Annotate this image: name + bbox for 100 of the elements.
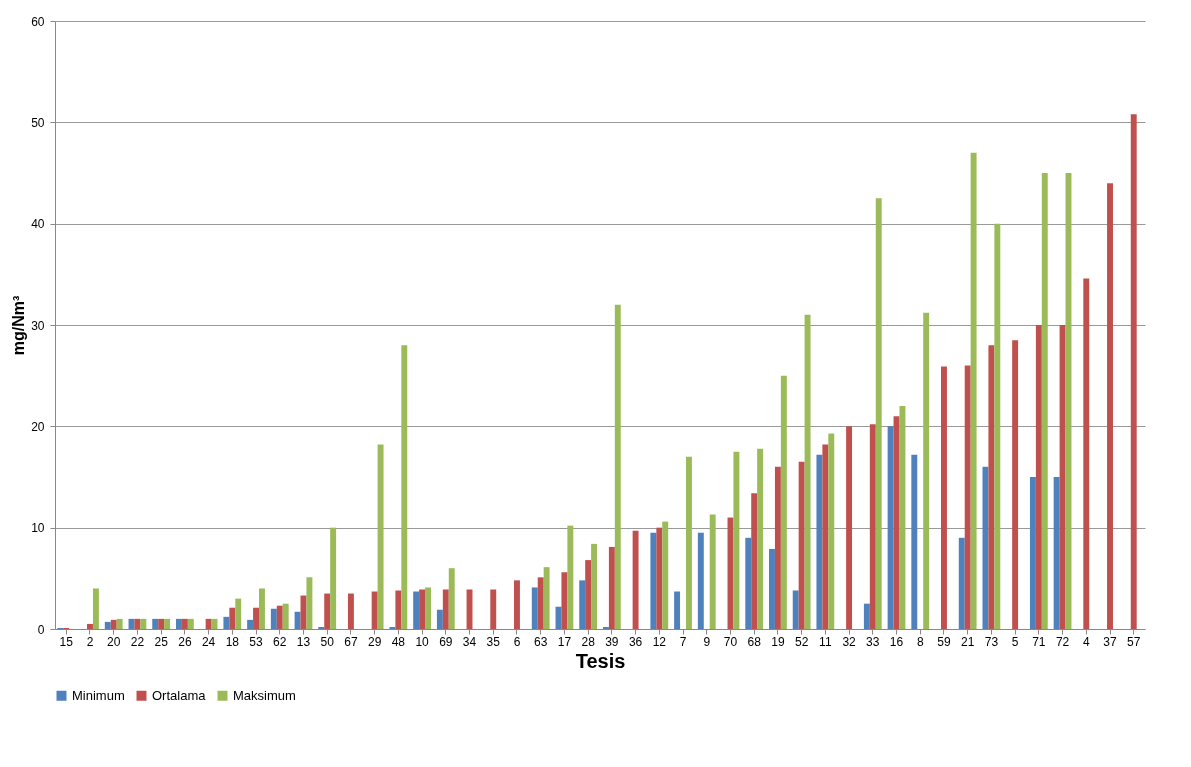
bar — [662, 521, 669, 629]
legend-label: Minimum — [72, 687, 125, 703]
x-tick-label: 33 — [866, 634, 880, 649]
x-tick-label: 53 — [249, 634, 264, 649]
bar — [152, 618, 159, 629]
bar — [253, 607, 259, 629]
x-tick-label: 68 — [747, 634, 762, 649]
bar — [259, 588, 265, 629]
bar — [181, 618, 188, 629]
bar — [229, 607, 236, 629]
bar — [792, 590, 799, 629]
x-tick-label: 19 — [771, 634, 785, 649]
bar — [282, 603, 289, 629]
bar — [828, 433, 835, 629]
bar — [846, 426, 853, 629]
bar — [887, 426, 894, 629]
bar — [816, 454, 823, 629]
x-tick-label: 62 — [273, 634, 287, 649]
x-tick-label: 20 — [107, 634, 121, 649]
bar — [602, 626, 609, 629]
bar — [205, 618, 212, 629]
bar — [561, 572, 568, 629]
bar — [247, 619, 254, 629]
bar — [389, 626, 396, 629]
x-tick-label: 67 — [344, 634, 358, 649]
bar — [585, 560, 592, 629]
bar — [923, 312, 930, 629]
bar — [685, 456, 692, 629]
x-tick-label: 12 — [652, 634, 667, 649]
bar — [875, 198, 882, 629]
bar — [567, 525, 574, 629]
x-tick-label: 50 — [320, 634, 335, 649]
y-tick-label: 0 — [37, 622, 45, 637]
bar — [235, 598, 242, 629]
bar — [709, 514, 716, 629]
x-tick-label: 17 — [557, 634, 572, 649]
bar — [371, 591, 378, 629]
bar — [436, 609, 443, 629]
bar — [448, 568, 455, 629]
bar — [780, 375, 787, 629]
bar — [869, 424, 876, 629]
x-tick-label: 70 — [723, 634, 738, 649]
x-tick-label: 18 — [225, 634, 240, 649]
bar — [804, 314, 811, 629]
x-tick-label: 48 — [391, 634, 406, 649]
x-tick-label: 52 — [794, 634, 809, 649]
bar — [294, 611, 301, 629]
bar — [377, 444, 384, 629]
bar — [395, 590, 402, 629]
bar — [1029, 477, 1036, 629]
bar — [994, 223, 1001, 629]
bar — [822, 444, 829, 629]
bar — [134, 618, 141, 629]
x-tick-label: 21 — [961, 634, 975, 649]
bar — [401, 345, 408, 629]
bar — [223, 616, 230, 629]
bar — [140, 618, 147, 629]
x-tick-label: 4 — [1082, 634, 1090, 649]
x-tick-label: 5 — [1011, 634, 1019, 649]
bar — [757, 448, 764, 629]
x-tick-label: 36 — [628, 634, 643, 649]
bar — [276, 605, 283, 629]
x-axis-title: Tesis — [575, 649, 626, 672]
y-tick-label: 20 — [31, 419, 45, 434]
bar — [110, 619, 117, 629]
x-tick-label: 13 — [296, 634, 311, 649]
bar — [490, 589, 497, 629]
bar — [632, 530, 639, 629]
bar — [988, 345, 995, 629]
x-tick-label: 72 — [1055, 634, 1070, 649]
bar — [306, 577, 313, 629]
x-tick-label: 34 — [462, 634, 477, 649]
x-tick-label: 25 — [154, 634, 169, 649]
bar — [964, 365, 971, 629]
x-tick-label: 69 — [439, 634, 453, 649]
bar — [270, 608, 277, 629]
x-tick-label: 7 — [679, 634, 687, 649]
y-tick-label: 40 — [31, 217, 45, 232]
bar — [419, 589, 426, 629]
bar — [656, 527, 663, 629]
x-tick-label: 2 — [86, 634, 94, 649]
y-tick-label: 10 — [31, 521, 45, 536]
bar — [650, 532, 657, 629]
x-tick-label: 16 — [889, 634, 904, 649]
x-tick-label: 9 — [703, 634, 711, 649]
bar — [911, 454, 918, 629]
legend-label: Ortalama — [152, 687, 207, 703]
bar — [614, 304, 621, 629]
bar — [899, 406, 906, 629]
bar — [324, 593, 331, 629]
bar — [1130, 114, 1137, 629]
x-tick-label: 28 — [581, 634, 596, 649]
y-tick-label: 50 — [31, 115, 45, 130]
x-tick-label: 22 — [130, 634, 145, 649]
bar — [347, 593, 354, 629]
bar — [318, 626, 325, 629]
x-tick-label: 39 — [605, 634, 619, 649]
x-tick-label: 35 — [486, 634, 501, 649]
x-tick-label: 63 — [534, 634, 548, 649]
bar — [537, 577, 544, 629]
